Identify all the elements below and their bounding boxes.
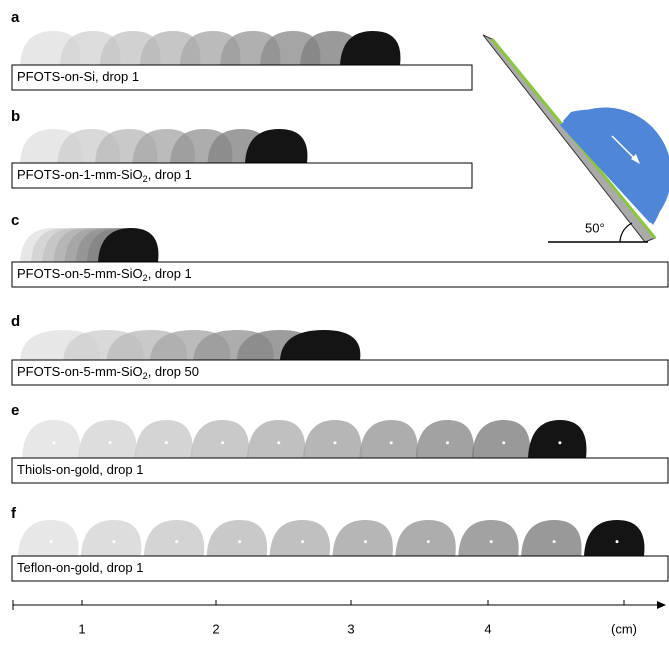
label-tail: , drop 50 bbox=[148, 364, 199, 379]
figure: 50° a PFOTS-on-Si, drop 1 b PFOTS-on-1-mm-S… bbox=[0, 0, 669, 640]
highlight bbox=[558, 441, 561, 444]
highlight bbox=[364, 540, 367, 543]
highlight bbox=[112, 540, 115, 543]
highlight bbox=[109, 441, 112, 444]
drop bbox=[584, 520, 644, 556]
panel-label: PFOTS-on-5-mm-SiO2, drop 50 bbox=[17, 364, 199, 381]
drop bbox=[332, 520, 392, 556]
panel-label: PFOTS-on-1-mm-SiO2, drop 1 bbox=[17, 167, 192, 184]
panel-letter: f bbox=[11, 505, 17, 522]
drop bbox=[270, 520, 330, 556]
highlight bbox=[446, 441, 449, 444]
highlight bbox=[390, 441, 393, 444]
drop bbox=[521, 520, 581, 556]
highlight bbox=[553, 540, 556, 543]
inset: 50° bbox=[483, 35, 669, 242]
highlight bbox=[175, 540, 178, 543]
drop bbox=[359, 420, 417, 458]
label-text: Teflon-on-gold, drop 1 bbox=[17, 560, 143, 575]
highlight bbox=[52, 441, 55, 444]
highlight bbox=[502, 441, 505, 444]
label-text: PFOTS-on-Si, drop 1 bbox=[17, 69, 139, 84]
panel-letter: c bbox=[11, 212, 19, 229]
highlight bbox=[427, 540, 430, 543]
drop bbox=[78, 420, 136, 458]
drop bbox=[144, 520, 204, 556]
highlight bbox=[277, 441, 280, 444]
tick-label: 3 bbox=[347, 621, 354, 636]
panel-label: PFOTS-on-5-mm-SiO2, drop 1 bbox=[17, 266, 192, 283]
label-tail: , drop 1 bbox=[148, 266, 192, 281]
panel-letter: d bbox=[11, 313, 20, 330]
panel-label: PFOTS-on-Si, drop 1 bbox=[17, 69, 139, 84]
angle-arc bbox=[620, 223, 632, 242]
drop bbox=[191, 420, 249, 458]
drop bbox=[247, 420, 305, 458]
drop bbox=[18, 520, 78, 556]
panel-letter: e bbox=[11, 402, 19, 419]
panel-label: Thiols-on-gold, drop 1 bbox=[17, 462, 143, 477]
panel-letter: b bbox=[11, 108, 20, 125]
highlight bbox=[616, 540, 619, 543]
tick-label: 1 bbox=[78, 621, 85, 636]
drop bbox=[303, 420, 361, 458]
panel-label: Teflon-on-gold, drop 1 bbox=[17, 560, 143, 575]
highlight bbox=[238, 540, 241, 543]
label-tail: , drop 1 bbox=[148, 167, 192, 182]
label-text: PFOTS-on-1-mm-SiO bbox=[17, 167, 143, 182]
tick-label: 4 bbox=[484, 621, 491, 636]
drop bbox=[528, 420, 586, 458]
angle-label: 50° bbox=[585, 220, 605, 235]
axis-unit: (cm) bbox=[611, 621, 637, 636]
label-text: Thiols-on-gold, drop 1 bbox=[17, 462, 143, 477]
highlight bbox=[50, 540, 53, 543]
drop bbox=[22, 420, 80, 458]
highlight bbox=[165, 441, 168, 444]
highlight bbox=[490, 540, 493, 543]
label-text: PFOTS-on-5-mm-SiO bbox=[17, 266, 143, 281]
highlight bbox=[334, 441, 337, 444]
drop bbox=[81, 520, 141, 556]
label-text: PFOTS-on-5-mm-SiO bbox=[17, 364, 143, 379]
drop bbox=[458, 520, 518, 556]
highlight bbox=[221, 441, 224, 444]
drop bbox=[472, 420, 530, 458]
tick-label: 2 bbox=[212, 621, 219, 636]
highlight bbox=[301, 540, 304, 543]
drop bbox=[134, 420, 192, 458]
drop bbox=[395, 520, 455, 556]
drop bbox=[416, 420, 474, 458]
panel-letter: a bbox=[11, 9, 20, 26]
drop bbox=[207, 520, 267, 556]
axis-arrow bbox=[657, 601, 666, 609]
